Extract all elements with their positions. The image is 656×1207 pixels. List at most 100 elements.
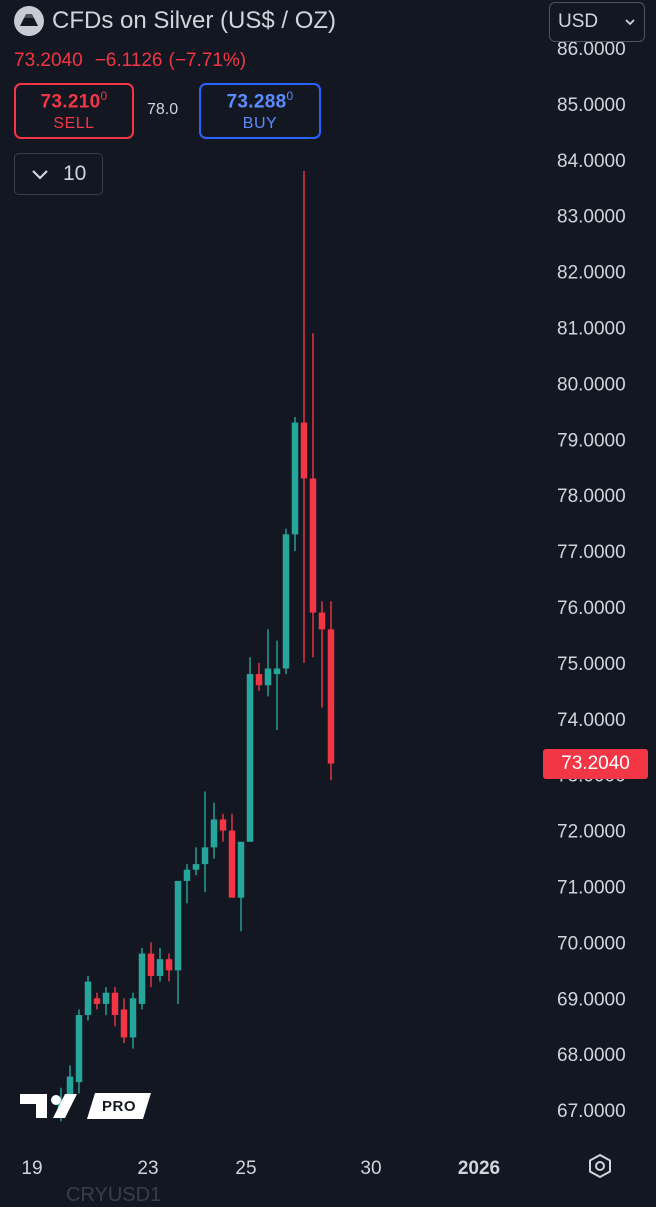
price-tick-label: 67.0000 (557, 1101, 626, 1122)
spread-value: 78.0 (147, 101, 179, 118)
settings-hexagon-icon (589, 1153, 611, 1179)
price-tick-label: 70.0000 (557, 933, 626, 954)
candle-body (309, 478, 317, 613)
candle (147, 942, 155, 988)
candle-body (147, 953, 155, 976)
buy-price: 73.2880 (226, 89, 294, 113)
candle (84, 975, 92, 1021)
candle-body (93, 998, 101, 1004)
candle-body (129, 998, 137, 1038)
candle-body (273, 668, 281, 675)
quote-line: 73.2040 −6.1126 (−7.71%) (14, 50, 246, 72)
chevron-down-icon (32, 169, 48, 180)
bottom-partial-label: CRYUSD1 (66, 1184, 162, 1206)
candle (138, 947, 146, 1010)
price-tick-label: 77.0000 (557, 542, 626, 563)
candle (192, 847, 200, 876)
candle-body (174, 880, 182, 971)
last-price: 73.2040 (14, 50, 83, 71)
price-tick-label: 86.0000 (557, 39, 626, 60)
time-tick-label: 25 (235, 1158, 256, 1179)
candle (93, 992, 101, 1010)
price-axis: 86.0000 85.0000 84.0000 83.0000 82.0000 81.00… (557, 39, 626, 1122)
candle (219, 813, 227, 842)
time-tick-label: 19 (21, 1158, 42, 1179)
candle (129, 992, 137, 1049)
candle-body (264, 668, 272, 686)
candle-body (237, 841, 245, 898)
buy-button[interactable]: 73.2880 BUY (199, 83, 321, 139)
time-tick-label: 2026 (458, 1158, 500, 1179)
candle (165, 953, 173, 982)
sell-label: SELL (53, 114, 95, 132)
price-tick-label: 78.0000 (557, 486, 626, 507)
candle (255, 662, 263, 691)
currency-select[interactable]: USD (549, 2, 645, 42)
pro-badge: PRO (87, 1093, 151, 1119)
candle (309, 333, 317, 658)
symbol-title: CFDs on Silver (US$ / OZ) (52, 7, 337, 34)
candle (75, 1009, 83, 1094)
price-tick-label: 83.0000 (557, 207, 626, 228)
price-tick-label: 71.0000 (557, 878, 626, 899)
candle (327, 601, 335, 781)
candle-body (138, 953, 146, 1004)
price-tick-label: 81.0000 (557, 319, 626, 340)
candle-body (219, 819, 227, 831)
candle (228, 813, 236, 898)
tradingview-logo[interactable]: PRO (17, 1090, 139, 1122)
candle-body (156, 959, 164, 976)
candle-body (246, 674, 254, 842)
lot-size-value: 10 (63, 162, 87, 185)
candle (183, 864, 191, 904)
candle (282, 528, 290, 675)
sell-price: 73.2100 (40, 89, 108, 113)
candle (201, 791, 209, 893)
candle-body (165, 959, 173, 971)
time-tick-label: 23 (137, 1158, 158, 1179)
tradingview-icon (20, 1094, 77, 1118)
chevron-down-icon (625, 19, 635, 26)
price-tick-label: 84.0000 (557, 151, 626, 172)
lot-size-selector[interactable]: 10 (14, 153, 103, 195)
candle-body (102, 992, 110, 1004)
price-tick-label: 75.0000 (557, 654, 626, 675)
candle-body (291, 422, 299, 535)
candles (57, 170, 335, 1122)
symbol-header[interactable]: CFDs on Silver (US$ / OZ) (14, 6, 336, 36)
candle-body (327, 629, 335, 764)
candle (120, 998, 128, 1044)
candle-body (75, 1015, 83, 1083)
candle (246, 657, 254, 842)
price-tick-label: 80.0000 (557, 374, 626, 395)
candle (156, 947, 164, 982)
candle-body (84, 981, 92, 1016)
candle-body (228, 830, 236, 898)
price-tick-label: 69.0000 (557, 989, 626, 1010)
candle-body (111, 992, 119, 1016)
time-tick-label: 30 (360, 1158, 381, 1179)
candle-body (120, 1009, 128, 1038)
candle (111, 987, 119, 1027)
candle-body (201, 847, 209, 865)
price-tick-label: 68.0000 (557, 1045, 626, 1066)
candle-body (66, 1076, 74, 1099)
candle (273, 640, 281, 730)
candle-body (210, 819, 218, 848)
price-tick-label: 82.0000 (557, 263, 626, 284)
buy-label: BUY (242, 114, 278, 132)
time-axis: 19 23 25 30 2026 (21, 1158, 500, 1179)
candle (264, 629, 272, 697)
candle-body (318, 612, 326, 630)
candle-body (183, 869, 191, 881)
price-change-percent: (−7.71%) (168, 50, 247, 71)
price-tick-label: 85.0000 (557, 95, 626, 116)
price-tick-label: 74.0000 (557, 710, 626, 731)
chart-settings-button[interactable] (586, 1152, 614, 1180)
candle-body (192, 864, 200, 870)
sell-button[interactable]: 73.2100 SELL (14, 83, 134, 139)
candle (291, 416, 299, 552)
candle-body (255, 674, 263, 686)
candle-body (300, 422, 308, 479)
